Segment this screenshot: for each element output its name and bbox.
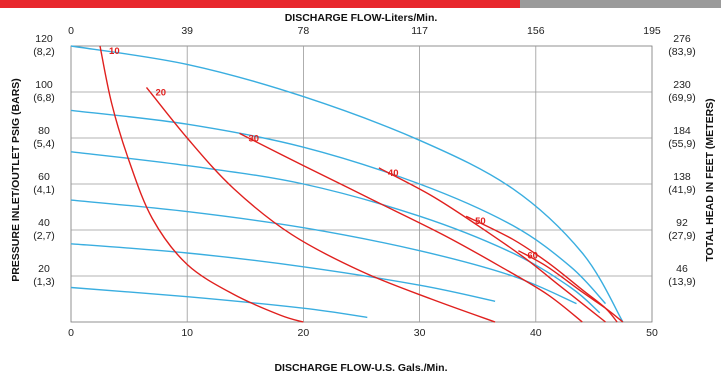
y-left-bar-label: (6,8) [33,92,55,104]
y-left-bar-label: (5,4) [33,138,55,150]
y-right-feet-label: 92 [676,217,688,229]
y-left-psi-label: 80 [38,125,50,137]
performance-curve-5 [70,243,496,302]
y-right-meters-label: (69,9) [668,92,695,104]
y-left-psi-label: 100 [35,79,53,91]
air-curve-label-20: 20 [156,87,167,98]
y-right-meters-label: (41,9) [668,184,695,196]
y-right-feet-label: 230 [673,79,691,91]
air-curve-label-30: 30 [248,133,259,144]
performance-curve-6 [70,286,368,319]
tick-labels: 0 0 10 39 20 78 30 117 40 156 50 195 120(8,2) 276(83,… [33,25,696,339]
performance-curve-3 [70,151,601,314]
air-curve-60 [518,250,624,323]
y-right-meters-label: (83,9) [668,46,695,58]
y-left-bar-label: (8,2) [33,46,55,58]
air-curve-40 [378,167,606,323]
x-bottom-tick-label: 30 [414,327,426,339]
y-right-feet-label: 184 [673,125,691,137]
x-bottom-tick-label: 10 [181,327,193,339]
performance-curve-1 [70,45,624,323]
left-axis-title: PRESSURE INLET/OUTLET PSIG (BARS) [10,78,22,282]
air-curve-10 [99,45,304,323]
x-bottom-tick-label: 50 [646,327,658,339]
bottom-axis-title: DISCHARGE FLOW-U.S. Gals./Min. [274,362,447,374]
header-gray-bar [520,0,721,8]
y-right-feet-label: 276 [673,33,691,45]
right-axis-title: TOTAL HEAD IN FEET (METERS) [704,98,716,261]
y-left-bar-label: (2,7) [33,230,55,242]
x-top-tick-label: 117 [411,25,428,37]
air-curve-label-40: 40 [388,168,399,179]
y-left-psi-label: 60 [38,171,50,183]
air-curve-label-50: 50 [475,216,486,227]
y-left-bar-label: (1,3) [33,276,55,288]
x-bottom-tick-label: 20 [298,327,310,339]
x-bottom-tick-label: 40 [530,327,542,339]
air-curve-label-60: 60 [527,251,538,262]
y-right-meters-label: (55,9) [668,138,695,150]
x-bottom-tick-label: 0 [68,327,74,339]
y-right-meters-label: (13,9) [668,276,695,288]
x-top-tick-label: 39 [181,25,193,37]
y-left-psi-label: 120 [35,33,53,45]
performance-curve-2 [70,109,607,305]
y-right-feet-label: 138 [673,171,691,183]
x-top-tick-label: 195 [643,25,661,37]
x-top-tick-label: 156 [527,25,545,37]
top-axis-title: DISCHARGE FLOW-Liters/Min. [285,12,438,24]
performance-curve-4 [70,199,577,305]
air-curve-30 [239,132,583,323]
x-top-tick-label: 0 [68,25,74,37]
y-right-meters-label: (27,9) [668,230,695,242]
air-curve-20 [145,86,496,323]
curves: 10 20 30 40 50 60 [70,45,624,323]
y-left-psi-label: 20 [38,263,50,275]
y-left-psi-label: 40 [38,217,50,229]
header-red-bar [0,0,520,8]
y-right-feet-label: 46 [676,263,688,275]
air-curve-label-10: 10 [109,46,120,57]
y-left-bar-label: (4,1) [33,184,55,196]
x-top-tick-label: 78 [298,25,310,37]
